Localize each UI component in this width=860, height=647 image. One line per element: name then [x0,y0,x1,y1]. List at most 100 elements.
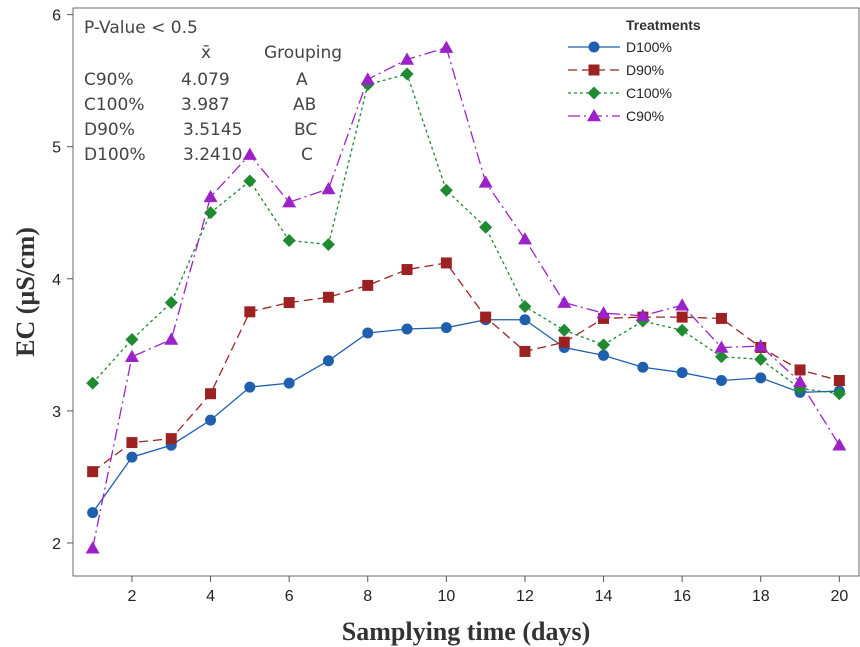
x-tick-label: 12 [516,588,534,605]
x-tick-label: 16 [673,588,691,605]
data-point-c100 [518,300,532,314]
data-point-d90 [715,312,727,324]
data-point-d100 [322,355,334,367]
x-tick-label: 8 [363,588,372,605]
y-tick-label: 2 [52,536,61,553]
data-point-c90 [439,40,454,53]
y-tick-label: 5 [52,140,61,157]
plot-frame [72,7,860,577]
data-point-d90 [165,433,177,445]
data-point-c100 [479,220,493,234]
data-point-c100 [714,350,728,364]
stats-row-mean: 3.2410 [183,145,242,165]
data-point-d100 [87,507,99,519]
data-point-c90 [85,541,100,554]
data-point-c100 [832,387,846,401]
data-point-d90 [440,257,452,269]
data-point-c90 [164,332,179,345]
y-tick-label: 3 [52,404,61,421]
series-line-c100 [92,73,840,395]
data-point-d90 [362,279,374,291]
data-point-d90 [244,306,256,318]
y-axis-title: EC (µS/cm) [11,227,40,357]
data-point-d100 [715,375,727,387]
data-point-d100 [755,372,767,384]
series-line-d90 [92,262,840,473]
stats-row-group: BC [294,120,317,140]
data-point-d100 [598,349,610,361]
data-point-c90 [124,349,139,362]
stats-row-mean: 3.5145 [183,120,242,140]
data-point-c100 [282,233,296,247]
data-point-c100 [754,352,768,366]
data-point-c90 [478,175,493,188]
data-point-d90 [519,345,531,357]
stats-row-name: D90% [84,120,135,140]
data-point-c90 [714,340,729,353]
axes: 2 4 6 8 10 12 14 16 18 20 2 3 4 5 6 Samplying time (day… [11,8,848,646]
data-point-d100 [205,414,217,426]
stats-row-group: AB [293,95,316,115]
series-line-d100 [92,319,840,513]
data-point-d90 [833,375,845,387]
data-point-c100 [439,183,453,197]
data-point-c90 [635,308,650,322]
legend-entry-c90: C90% [568,108,664,124]
stats-annotation: P-Value < 0.5 x̄ Grouping C90% 4.079 A C… [84,18,342,165]
data-point-c90 [400,52,415,65]
data-point-c100 [597,338,611,352]
data-point-c90 [360,72,375,85]
legend-marker [587,109,601,122]
series-line-c90 [92,46,840,549]
data-point-d100 [401,323,413,335]
grouping-header: Grouping [264,43,342,63]
data-point-c90 [832,438,847,451]
data-point-c90 [242,147,257,160]
data-point-d90 [676,311,688,323]
x-tick-label: 10 [437,588,455,605]
mean-header: x̄ [201,43,211,63]
data-point-c100 [321,237,335,251]
x-tick-label: 2 [127,588,136,605]
data-point-c90 [793,374,808,388]
legend-entries: D100% D90% C100% C90% [568,39,672,124]
legend: Treatments D100% D90% C100% C90% [568,17,701,124]
data-point-c90 [321,181,336,195]
data-point-c100 [675,323,689,337]
data-point-d100 [519,314,531,326]
legend-label: C100% [626,85,672,101]
data-point-c100 [557,323,571,337]
legend-label: D100% [626,39,672,55]
x-tick-label: 20 [830,588,848,605]
data-point-c100 [400,67,414,81]
series-layer [85,40,847,554]
data-point-d100 [244,381,256,393]
data-point-c90 [753,339,768,352]
data-point-d100 [440,322,452,334]
data-point-d100 [283,377,295,389]
pvalue-text: P-Value < 0.5 [84,18,198,38]
stats-row-name: C90% [84,70,134,90]
x-tick-label: 18 [752,588,770,605]
legend-marker [588,41,600,53]
x-tick-label: 4 [206,588,215,605]
data-point-d90 [794,364,806,376]
data-point-c100 [125,333,139,347]
data-point-d90 [598,312,610,324]
data-point-c90 [596,306,611,319]
data-point-d90 [87,466,99,478]
data-point-d100 [126,451,138,463]
x-tick-label: 14 [595,588,613,605]
data-point-d90 [401,264,413,276]
data-point-d90 [205,388,217,400]
legend-entry-d90: D90% [568,62,664,78]
data-point-c90 [282,195,297,208]
stats-row-name: D100% [84,145,146,165]
data-point-c100 [204,206,218,220]
legend-marker [587,86,601,100]
legend-title: Treatments [626,17,701,33]
data-point-c100 [243,174,257,188]
legend-marker [588,64,600,76]
stats-row-group: A [296,70,308,90]
